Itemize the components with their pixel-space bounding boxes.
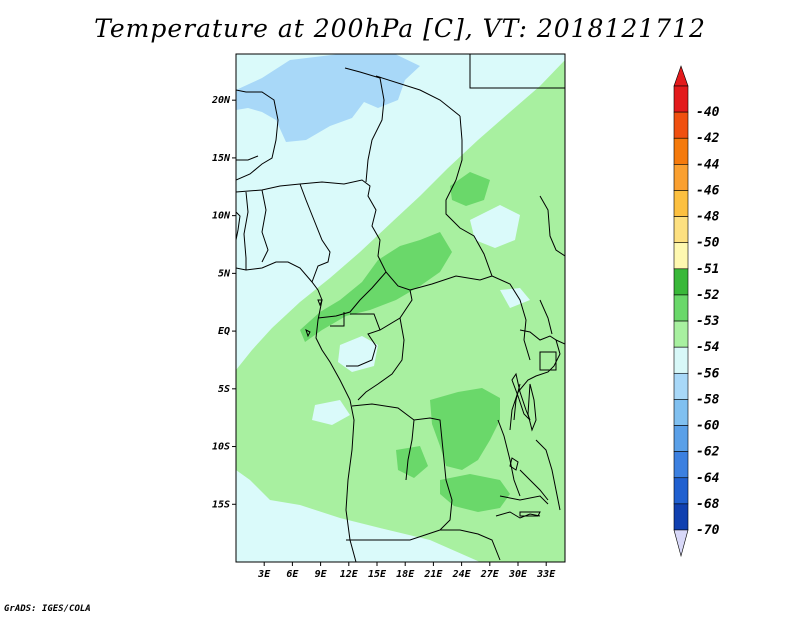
- field-minus54-pocket-b: [338, 336, 378, 372]
- grads-credit: GrADS: IGES/COLA: [4, 604, 91, 614]
- lon-tick-label: 24E: [452, 569, 472, 580]
- colorbar-swatch: [673, 216, 689, 244]
- colorbar-label: -52: [696, 288, 720, 303]
- colorbar-swatch: [673, 372, 689, 400]
- colorbar-swatch: [673, 399, 689, 426]
- colorbar-swatch: [673, 346, 689, 374]
- colorbar-label: -60: [696, 419, 720, 434]
- colorbar-under-arrow: [673, 529, 689, 558]
- lat-tick-label: 15N: [212, 153, 231, 164]
- colorbar-swatch: [673, 268, 689, 296]
- colorbar-label: -40: [696, 105, 720, 120]
- colorbar-label: -64: [696, 471, 720, 486]
- colorbar-label: -44: [696, 157, 720, 172]
- latitude-axis: 20N 15N 10N 5N EQ 5S 10S 15S: [211, 95, 236, 510]
- field-minus53-strip: [236, 372, 352, 460]
- lon-tick-label: 6E: [286, 569, 299, 580]
- lon-tick-label: 30E: [508, 569, 528, 580]
- lon-tick-label: 12E: [340, 569, 359, 580]
- colorbar-swatch: [673, 503, 689, 531]
- colorbar-label: -53: [696, 314, 720, 329]
- colorbar-swatch: [673, 477, 689, 505]
- colorbar-swatch: [673, 164, 689, 191]
- colorbar-swatch: [673, 320, 689, 348]
- lon-tick-label: 18E: [396, 569, 415, 580]
- field-minus52-south: [440, 474, 510, 512]
- lon-tick-label: 15E: [368, 569, 387, 580]
- lat-tick-label: 5N: [218, 268, 231, 279]
- lat-tick-label: 10S: [212, 442, 230, 453]
- colorbar-label: -51: [696, 262, 719, 277]
- field-minus52-central: [430, 388, 500, 470]
- field-minus54-pocket-a: [470, 205, 520, 248]
- colorbar-label: -46: [696, 183, 720, 198]
- colorbar-swatch: [673, 425, 689, 452]
- colorbar-swatch: [673, 190, 689, 217]
- colorbar-label: -62: [696, 445, 720, 460]
- field-minus54-pocket-d: [500, 288, 530, 308]
- colorbar-label: -50: [696, 236, 720, 251]
- colorbar-label: -68: [696, 497, 720, 512]
- colorbar-over-arrow: [673, 65, 689, 87]
- lon-tick-label: 33E: [536, 569, 556, 580]
- lat-tick-label: 15S: [212, 499, 230, 510]
- lon-tick-label: 21E: [423, 569, 443, 580]
- lat-tick-label: EQ: [218, 326, 230, 337]
- country-borders: [236, 54, 565, 562]
- lon-tick-label: 27E: [480, 569, 500, 580]
- lat-tick-label: 10N: [212, 211, 231, 222]
- lakes: [305, 299, 557, 517]
- field-minus54-pocket-c: [312, 400, 350, 425]
- field-minus52-north: [450, 172, 490, 206]
- field-minus52-east: [396, 446, 428, 478]
- colorbar-label: -48: [696, 210, 720, 225]
- color-legend: -40 -42 -44 -46 -48 -50 -51 -52 -53 -54 -56 -58 -60 -…: [673, 65, 720, 558]
- lat-tick-label: 5S: [218, 384, 230, 395]
- lon-tick-label: 9E: [315, 569, 328, 580]
- map-title: Temperature at 200hPa [C], VT: 201812171…: [94, 14, 706, 43]
- colorbar-swatch: [673, 137, 689, 165]
- colorbar-label: -58: [696, 392, 720, 407]
- map-fields: [236, 54, 565, 562]
- field-minus52-west: [300, 232, 452, 342]
- colorbar-label: -54: [696, 340, 720, 355]
- colorbar-label: -70: [696, 523, 720, 538]
- lon-tick-label: 3E: [257, 569, 271, 580]
- plot-frame: [235, 53, 566, 563]
- colorbar-swatch: [673, 242, 689, 270]
- longitude-axis: 3E 6E 9E 12E 15E 18E 21E 24E 27E 30E 33E: [257, 562, 556, 580]
- colorbar-swatch: [673, 294, 689, 322]
- lat-tick-label: 20N: [211, 95, 231, 106]
- colorbar-label: -42: [696, 131, 720, 146]
- colorbar-swatch: [673, 451, 689, 479]
- field-minus56-patch: [364, 62, 392, 76]
- colorbar-swatch: [673, 85, 689, 113]
- colorbar-swatch: [673, 111, 689, 139]
- colorbar-label: -56: [696, 366, 720, 381]
